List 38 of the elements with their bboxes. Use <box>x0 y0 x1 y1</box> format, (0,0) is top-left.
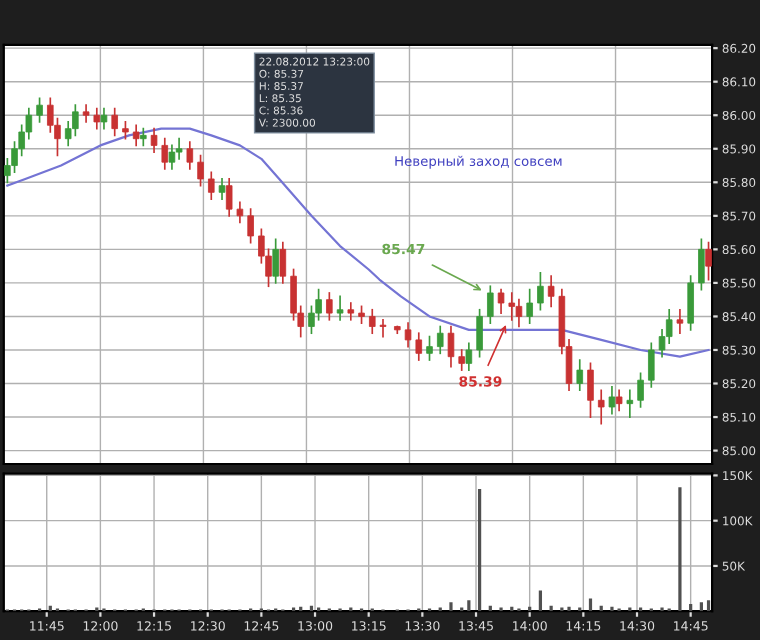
candlestick <box>698 238 705 291</box>
candlestick <box>676 308 684 335</box>
candlestick <box>597 389 605 425</box>
candlestick <box>111 107 118 137</box>
candlestick <box>197 154 204 187</box>
candlestick <box>36 97 43 123</box>
candlestick <box>336 295 344 321</box>
candlestick <box>687 275 694 331</box>
line-series <box>6 127 710 358</box>
candlestick <box>247 208 254 244</box>
candlestick <box>326 292 333 321</box>
candlestick <box>526 288 533 324</box>
candlestick <box>279 241 287 284</box>
candlestick <box>272 238 279 284</box>
candlestick <box>626 389 634 418</box>
candlestick <box>608 386 616 415</box>
candlestick <box>347 302 355 321</box>
candlestick <box>648 342 655 388</box>
candlestick <box>168 144 176 170</box>
candlestick <box>515 298 523 328</box>
candlestick <box>218 178 226 200</box>
candlestick <box>140 127 147 147</box>
candlestick <box>615 389 623 412</box>
candlestick <box>132 124 140 147</box>
candlestick <box>186 141 194 170</box>
candlestick <box>208 171 215 200</box>
candlestick <box>537 272 544 311</box>
candlestick <box>458 349 465 371</box>
candlestick <box>426 335 433 361</box>
candlestick <box>487 285 494 324</box>
candlestick <box>576 359 584 392</box>
candlestick <box>447 325 455 368</box>
candlestick <box>587 362 594 418</box>
candlestick <box>100 107 108 130</box>
candlestick <box>476 308 483 358</box>
candlestick <box>436 325 444 355</box>
candlestick <box>637 372 644 408</box>
candlestick <box>465 342 473 371</box>
